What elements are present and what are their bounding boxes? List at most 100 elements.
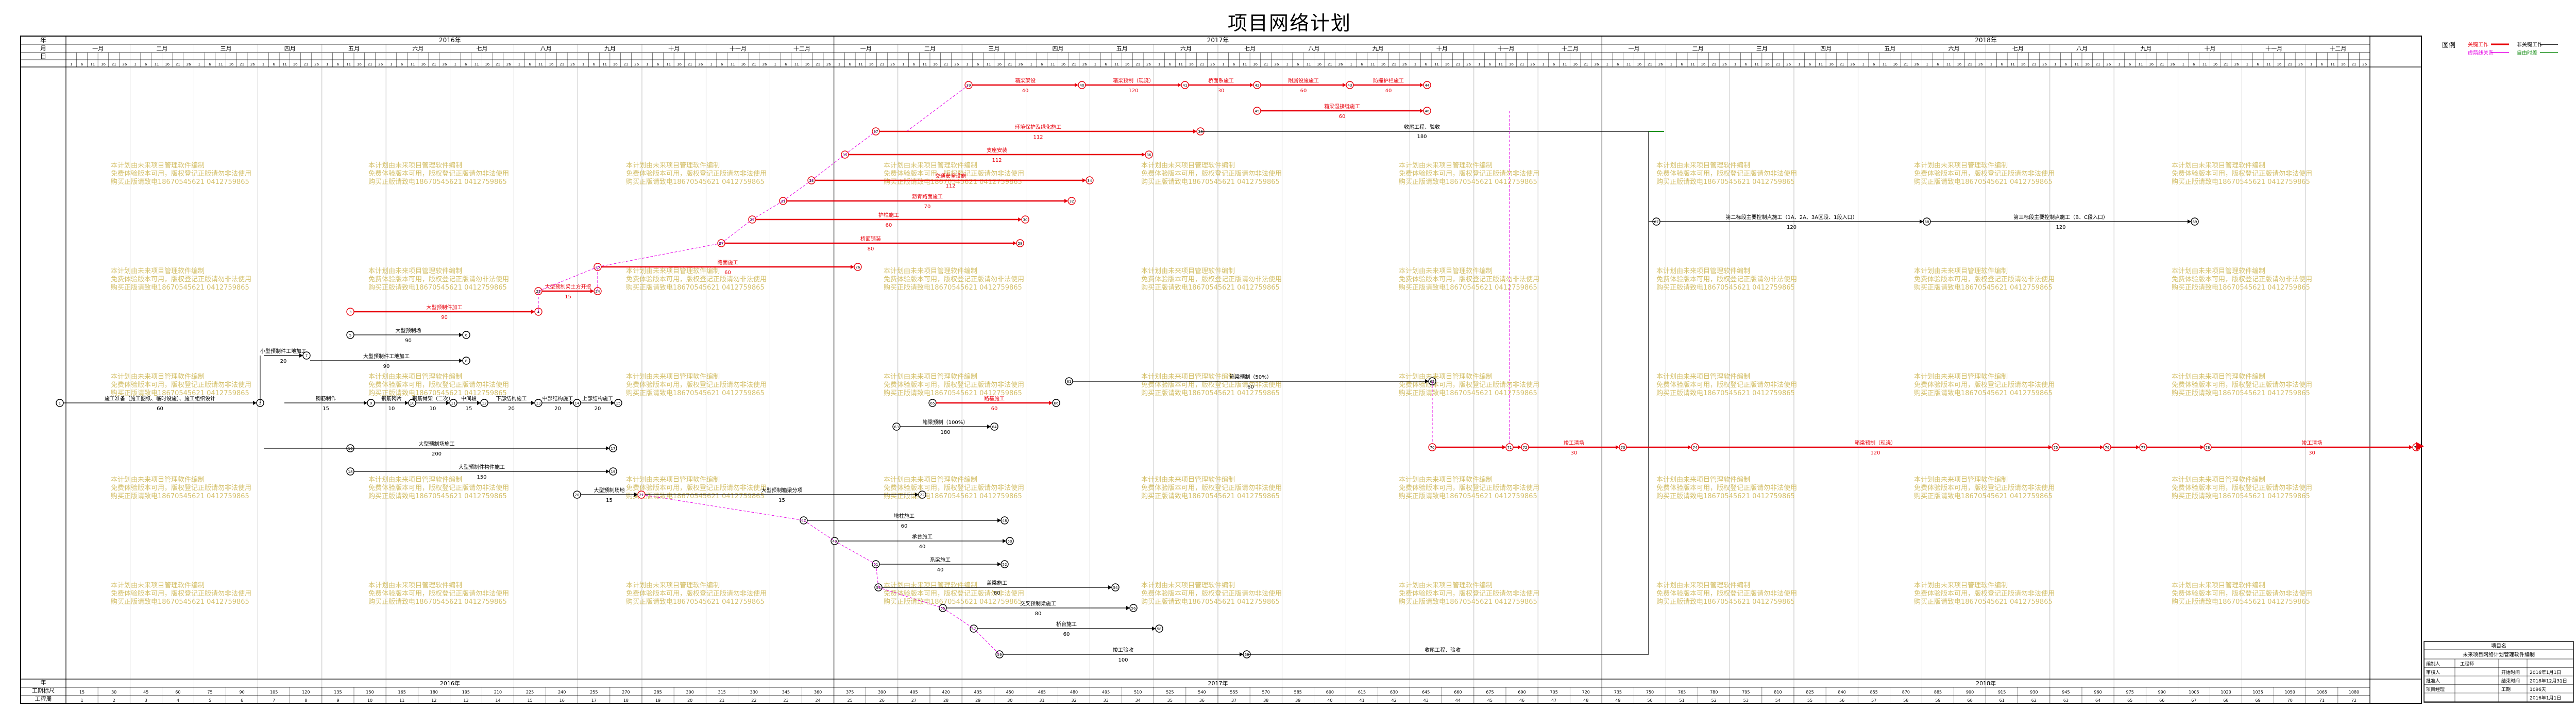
day-number: 1	[134, 62, 136, 66]
node-number: 16	[348, 447, 353, 451]
month-label: 八月	[2076, 45, 2088, 52]
activity-label: 第三标段主要控制点施工（B、C段入口）	[2013, 214, 2108, 221]
arrow-head	[2136, 445, 2140, 449]
week-scale-number: 10	[367, 698, 372, 703]
day-number: 16	[933, 62, 938, 66]
arrow-head	[1178, 83, 1181, 87]
arrow-head	[2409, 445, 2413, 449]
watermark-line: 购买正版请致电18670545621 0412759865	[1914, 389, 2053, 397]
day-number: 1	[1478, 62, 1480, 66]
activity-duration: 60	[157, 406, 163, 412]
duration-scale-number: 840	[1838, 690, 1846, 695]
duration-scale-number: 300	[686, 690, 694, 695]
month-label: 九月	[604, 45, 616, 52]
week-scale-number: 32	[1071, 698, 1076, 703]
activity-label: 大型预制件工地加工	[363, 353, 410, 360]
title-block-value: 2016年1月1日	[2530, 669, 2561, 675]
node-number: 25	[596, 265, 600, 269]
day-number: 26	[2298, 62, 2303, 66]
activity-label: 防撞护栏施工	[1373, 77, 1404, 84]
activity-label: 大型预制场地	[594, 487, 625, 494]
duration-scale-number: 225	[526, 690, 534, 695]
duration-scale-number: 135	[334, 690, 342, 695]
activity-label: 桥台施工	[1056, 621, 1077, 628]
day-number: 11	[2074, 62, 2079, 66]
node-number: 26	[856, 265, 860, 269]
watermark-line: 本计划由未来项目管理软件编制	[368, 162, 462, 170]
day-number: 26	[314, 62, 319, 66]
day-number: 16	[1189, 62, 1194, 66]
watermark-line: 购买正版请致电18670545621 0412759865	[111, 389, 249, 397]
day-number: 6	[785, 62, 787, 66]
activity-duration: 40	[1022, 88, 1029, 94]
day-number: 26	[1402, 62, 1407, 66]
activity-duration: 60	[1300, 88, 1307, 94]
watermark-line: 免费体验版本可用，版权登记正版请勿非法使用	[884, 589, 1024, 598]
watermark-line: 免费体验版本可用，版权登记正版请勿非法使用	[1914, 170, 2055, 178]
node-number: 33	[809, 179, 814, 183]
day-number: 16	[805, 62, 809, 66]
node-number: 73	[1621, 446, 1625, 450]
title-block-value: 2016年1月1日	[2530, 695, 2561, 701]
day-number: 6	[1041, 62, 1043, 66]
duration-scale-number: 150	[366, 690, 374, 695]
watermark-line: 本计划由未来项目管理软件编制	[368, 373, 462, 381]
watermark-line: 免费体验版本可用，版权登记正版请勿非法使用	[368, 275, 509, 283]
activity-duration: 40	[1385, 88, 1392, 94]
week-scale-number: 19	[655, 698, 660, 703]
watermark-line: 购买正版请致电18670545621 0412759865	[368, 283, 507, 292]
day-number: 16	[165, 62, 170, 66]
day-number: 16	[2021, 62, 2026, 66]
event-node	[1086, 176, 1094, 184]
activity-duration: 112	[945, 183, 955, 189]
week-scale-number: 7	[273, 698, 275, 703]
node-number: 15	[616, 401, 621, 405]
day-number: 16	[549, 62, 554, 66]
day-number: 26	[1850, 62, 1855, 66]
day-number: 1	[326, 62, 328, 66]
watermark-line: 购买正版请致电18670545621 0412759865	[1656, 492, 1795, 500]
watermark-line: 免费体验版本可用，版权登记正版请勿非法使用	[626, 484, 767, 492]
duration-scale-number: 1020	[2221, 690, 2231, 695]
duration-scale-number: 645	[1422, 690, 1430, 695]
day-number: 1	[1670, 62, 1672, 66]
node-number: 49	[833, 539, 837, 544]
node-number: 48	[1003, 519, 1007, 523]
day-number: 16	[2085, 62, 2090, 66]
duration-scale-number: 120	[302, 690, 310, 695]
activity-duration: 60	[1339, 114, 1346, 120]
day-number: 6	[1809, 62, 1811, 66]
watermark-line: 本计划由未来项目管理软件编制	[884, 582, 977, 589]
day-number: 1	[1862, 62, 1864, 66]
title-block-value: 2018年12月31日	[2530, 678, 2567, 684]
watermark-line: 购买正版请致电18670545621 0412759865	[111, 598, 249, 606]
node-number: 63	[894, 425, 899, 429]
event-node	[302, 351, 311, 360]
day-number: 16	[1445, 62, 1450, 66]
day-number: 21	[752, 62, 756, 66]
watermark-line: 本计划由未来项目管理软件编制	[111, 476, 205, 484]
arrow-head	[1013, 241, 1016, 245]
watermark-line: 本计划由未来项目管理软件编制	[884, 267, 977, 275]
day-number: 1	[70, 62, 72, 66]
watermark-line: 购买正版请致电18670545621 0412759865	[111, 283, 249, 292]
month-label: 三月	[1756, 45, 1768, 52]
activity-duration: 60	[1247, 384, 1254, 390]
week-scale-number: 50	[1647, 698, 1652, 703]
arrow-head	[987, 425, 991, 429]
event-node	[1001, 516, 1009, 525]
activity-duration: 120	[2056, 225, 2065, 230]
duration-scale-number: 270	[622, 690, 630, 695]
day-number: 21	[1775, 62, 1780, 66]
arrow-head	[1420, 109, 1423, 113]
node-number: 37	[874, 130, 878, 134]
dummy-arrow	[973, 628, 1000, 655]
watermark-line: 本计划由未来项目管理软件编制	[1399, 267, 1493, 275]
watermark-line: 免费体验版本可用，版权登记正版请勿非法使用	[1141, 381, 1282, 389]
watermark-line: 本计划由未来项目管理软件编制	[111, 373, 205, 381]
week-scale-number: 16	[560, 698, 565, 703]
watermark-line: 本计划由未来项目管理软件编制	[2172, 373, 2265, 381]
month-label: 一月	[1628, 45, 1639, 52]
activity-duration: 30	[1218, 88, 1225, 94]
duration-scale-number: 825	[1806, 690, 1814, 695]
